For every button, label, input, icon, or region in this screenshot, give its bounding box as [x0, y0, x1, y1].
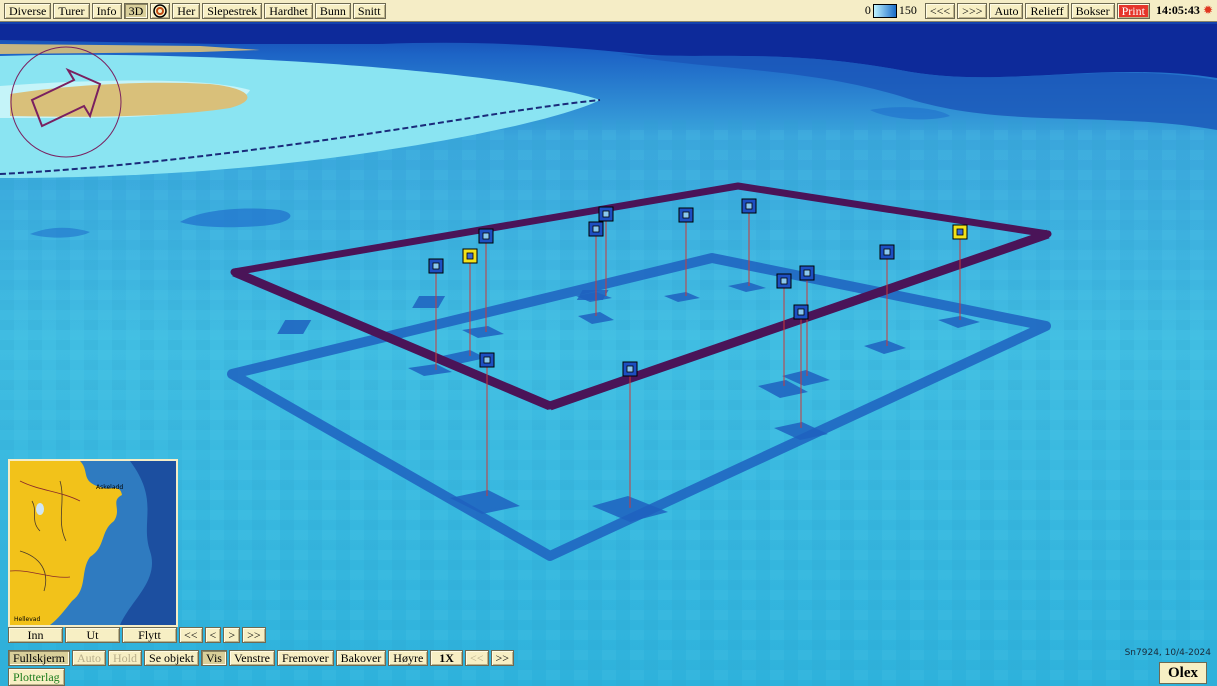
olex-logo: Olex: [1159, 662, 1207, 684]
menu-info[interactable]: Info: [91, 2, 122, 19]
print-button[interactable]: Print: [1116, 2, 1150, 19]
menu-bunn[interactable]: Bunn: [314, 2, 351, 19]
overview-map[interactable]: Askeladd Hellevad: [8, 459, 178, 627]
marker-center-icon: [797, 308, 805, 316]
prev-button[interactable]: <: [204, 627, 222, 643]
target-icon[interactable]: [150, 2, 171, 19]
depth-gradient-icon: [872, 3, 897, 18]
minimap-nav: Inn Ut Flytt << < > >>: [8, 626, 266, 644]
menu-diverse[interactable]: Diverse: [4, 2, 52, 19]
layer-tab[interactable]: Plotterlag: [8, 668, 65, 686]
top-toolbar: Diverse Turer Info 3D Her Slepestrek Har…: [0, 0, 1217, 22]
marker-center-icon: [432, 262, 440, 270]
nav-prev-button[interactable]: <<<: [924, 2, 956, 19]
marker-center-icon: [626, 365, 634, 373]
zoom-out-button[interactable]: Ut: [65, 627, 120, 643]
move-button[interactable]: Flytt: [122, 627, 177, 643]
auto-button[interactable]: Auto: [989, 2, 1024, 19]
zoom-in-button[interactable]: Inn: [8, 627, 63, 643]
menu-slepestrek[interactable]: Slepestrek: [202, 2, 263, 19]
marker-center-icon: [466, 252, 474, 260]
marker-center-icon: [682, 211, 690, 219]
show-button[interactable]: Vis: [201, 650, 227, 666]
zoom-prev-button[interactable]: <<: [464, 650, 489, 666]
depth-scale[interactable]: 0 150: [865, 3, 917, 18]
marker-center-icon: [592, 225, 600, 233]
bottom-toolbar: Fullskjerm Auto Hold Se objekt Vis Venst…: [8, 649, 515, 667]
first-button[interactable]: <<: [179, 627, 203, 643]
menu-3d[interactable]: 3D: [123, 2, 149, 19]
clock: 14:05:43: [1155, 3, 1200, 17]
forward-button[interactable]: Fremover: [276, 650, 334, 666]
heading-arrow-icon: [30, 67, 102, 128]
turn-left-button[interactable]: Venstre: [228, 650, 275, 666]
marker-center-icon: [483, 356, 491, 364]
marker-center-icon: [956, 228, 964, 236]
relief-button[interactable]: Relieff: [1025, 2, 1069, 19]
depth-max-label: 150: [898, 3, 917, 17]
auto-view-button[interactable]: Auto: [72, 650, 107, 666]
last-button[interactable]: >>: [242, 627, 266, 643]
version-text: Sn7924, 10/4-2024: [1124, 648, 1211, 658]
fullscreen-button[interactable]: Fullskjerm: [8, 650, 71, 666]
depth-min-label: 0: [864, 3, 871, 17]
marker-center-icon: [780, 277, 788, 285]
marker-center-icon: [602, 210, 610, 218]
nav-next-button[interactable]: >>>: [957, 2, 988, 19]
menu-hardhet[interactable]: Hardhet: [264, 2, 313, 19]
minimap-label-askeladd: Askeladd: [96, 484, 123, 491]
sun-icon: ✹: [1202, 3, 1213, 17]
marker-center-icon: [883, 248, 891, 256]
minimap-label-hellevad: Hellevad: [14, 616, 40, 623]
menu-turer[interactable]: Turer: [53, 2, 90, 19]
compass-rose[interactable]: [8, 44, 124, 160]
marker-center-icon: [803, 269, 811, 277]
marker-center-icon: [482, 232, 490, 240]
hold-button[interactable]: Hold: [108, 650, 143, 666]
menu-snitt[interactable]: Snitt: [352, 2, 386, 19]
menu-her[interactable]: Her: [172, 2, 201, 19]
plotter-layer-tab[interactable]: Plotterlag: [8, 668, 65, 686]
zoom-next-button[interactable]: >>: [490, 650, 515, 666]
see-object-button[interactable]: Se objekt: [144, 650, 200, 666]
turn-right-button[interactable]: Høyre: [388, 650, 429, 666]
boxes-button[interactable]: Bokser: [1070, 2, 1115, 19]
zoom-level: 1X: [430, 650, 463, 666]
backward-button[interactable]: Bakover: [335, 650, 387, 666]
marker-group: [428, 198, 968, 508]
next-button[interactable]: >: [223, 627, 241, 643]
marker-center-icon: [745, 202, 753, 210]
